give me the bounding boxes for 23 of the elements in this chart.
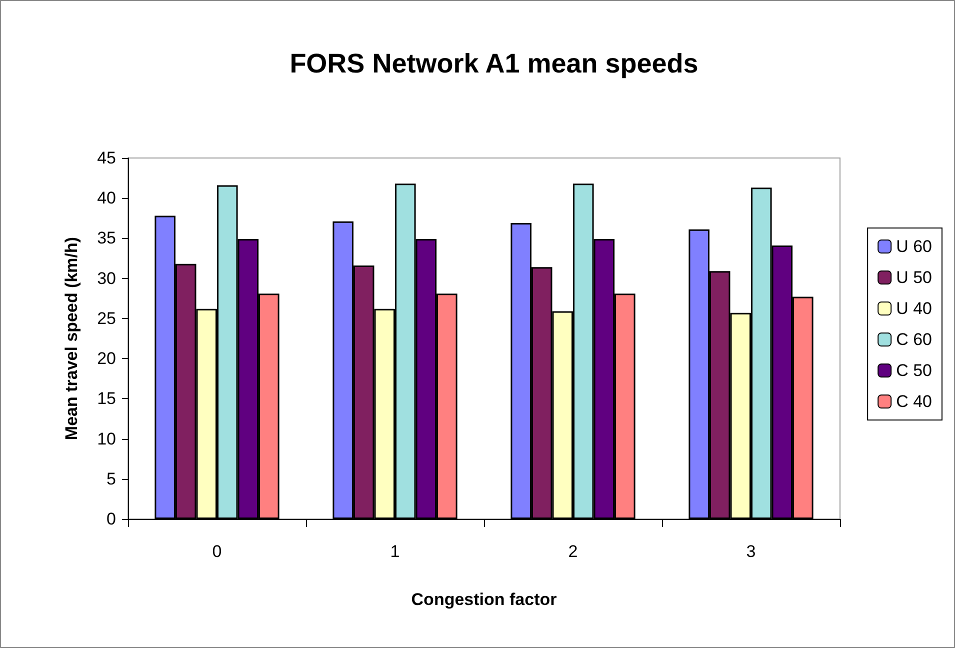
- legend-label: C 50: [896, 361, 932, 380]
- y-tick-label: 10: [97, 429, 116, 448]
- y-tick-label: 5: [106, 469, 116, 488]
- x-axis-title: Congestion factor: [411, 590, 558, 609]
- legend-label: C 60: [896, 330, 932, 349]
- y-tick-label: 40: [97, 188, 116, 208]
- x-tick-label: 2: [568, 542, 578, 561]
- x-tick-label: 3: [746, 542, 756, 561]
- y-tick-label: 20: [97, 349, 116, 368]
- y-tick-label: 35: [97, 228, 116, 248]
- y-tick-label: 30: [97, 268, 116, 288]
- legend-label: C 40: [896, 392, 932, 411]
- y-tick-label: 45: [97, 148, 116, 168]
- y-tick-label: 0: [106, 510, 116, 528]
- y-tick-label: 15: [97, 389, 116, 408]
- legend-label: U 60: [896, 237, 932, 256]
- chart-title: FORS Network A1 mean speeds: [290, 48, 698, 78]
- legend-label: U 50: [896, 268, 932, 287]
- y-axis-title: Mean travel speed (km/h): [62, 236, 81, 440]
- x-tick-label: 1: [390, 542, 400, 561]
- legend-label: U 40: [896, 299, 932, 318]
- x-tick-label: 0: [212, 542, 222, 561]
- y-tick-label: 25: [97, 308, 116, 328]
